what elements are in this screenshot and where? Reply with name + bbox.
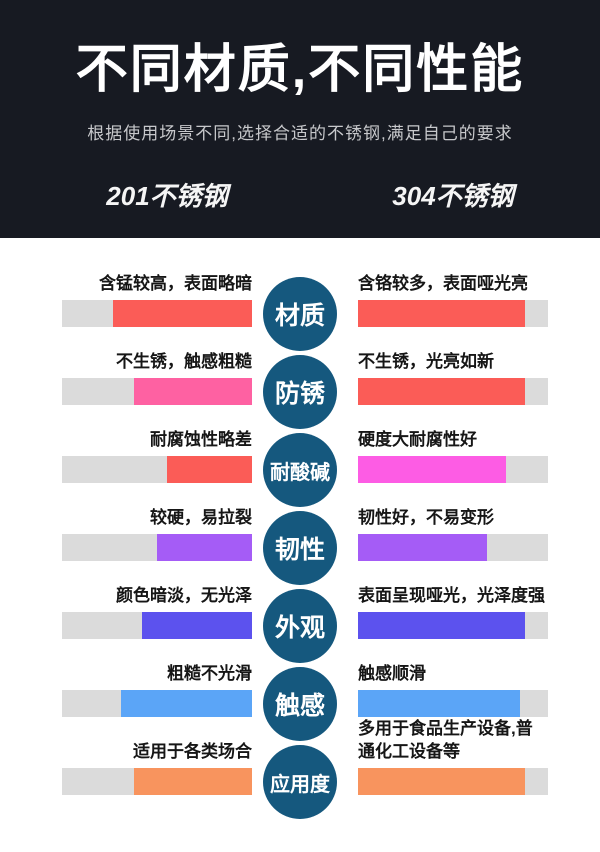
left-bar-label: 颜色暗淡，无光泽 xyxy=(116,586,252,606)
category-label: 材质 xyxy=(274,302,325,330)
left-bar-fill xyxy=(134,378,252,405)
right-bar-label: 触感顺滑 xyxy=(358,664,426,684)
right-bar-fill xyxy=(358,456,507,483)
left-cell: 含锰较高，表面略暗 xyxy=(62,273,252,327)
comparison-row-touch: 粗糙不光滑 触感 触感顺滑 xyxy=(0,639,600,741)
left-cell: 颜色暗淡，无光泽 xyxy=(62,585,252,639)
comparison-row-appearance: 颜色暗淡，无光泽 外观 表面呈现哑光，光泽度强 xyxy=(0,561,600,663)
right-cell: 不生锈，光亮如新 xyxy=(358,351,548,405)
left-cell: 耐腐蚀性略差 xyxy=(62,429,252,483)
right-cell: 触感顺滑 xyxy=(358,663,548,717)
left-bar-fill xyxy=(120,690,252,717)
right-bar-fill xyxy=(358,534,488,561)
right-bar-label: 韧性好，不易变形 xyxy=(358,508,494,528)
right-cell: 表面呈现哑光，光泽度强 xyxy=(358,585,548,639)
left-bar-track xyxy=(62,534,252,561)
category-label: 应用度 xyxy=(270,773,330,796)
left-bar-label: 耐腐蚀性略差 xyxy=(150,430,252,450)
left-bar-label: 含锰较高，表面略暗 xyxy=(99,274,252,294)
category-badge-rustproof: 防锈 xyxy=(263,355,337,429)
left-bar-track xyxy=(62,612,252,639)
right-cell: 韧性好，不易变形 xyxy=(358,507,548,561)
right-bar-label: 含铬较多，表面哑光亮 xyxy=(358,274,528,294)
right-bar-track xyxy=(358,534,548,561)
comparison-rows: 含锰较高，表面略暗 材质 含铬较多，表面哑光亮 不生锈，触感粗糙 xyxy=(0,238,600,819)
right-cell: 含铬较多，表面哑光亮 xyxy=(358,273,548,327)
right-bar-track xyxy=(358,300,548,327)
page-title: 不同材质,不同性能 xyxy=(75,41,525,99)
category-label: 外观 xyxy=(274,614,325,642)
right-bar-label: 不生锈，光亮如新 xyxy=(358,352,494,372)
left-bar-track xyxy=(62,768,252,795)
right-bar-track xyxy=(358,768,548,795)
page-subtitle: 根据使用场景不同,选择合适的不锈钢,满足自己的要求 xyxy=(87,124,513,144)
right-bar-track xyxy=(358,612,548,639)
category-badge-appearance: 外观 xyxy=(263,589,337,663)
left-cell: 粗糙不光滑 xyxy=(62,663,252,717)
comparison-row-rustproof: 不生锈，触感粗糙 防锈 不生锈，光亮如新 xyxy=(0,327,600,429)
right-bar-fill xyxy=(358,378,526,405)
column-header-201: 201不锈钢 xyxy=(106,181,228,212)
right-bar-fill xyxy=(358,300,526,327)
left-bar-fill xyxy=(134,768,252,795)
category-label: 韧性 xyxy=(274,536,325,564)
right-bar-label: 表面呈现哑光，光泽度强 xyxy=(358,586,545,606)
left-cell: 较硬，易拉裂 xyxy=(62,507,252,561)
right-bar-track xyxy=(358,690,548,717)
header-banner: 不同材质,不同性能 根据使用场景不同,选择合适的不锈钢,满足自己的要求 201不… xyxy=(0,0,600,238)
right-bar-track xyxy=(358,456,548,483)
left-bar-label: 较硬，易拉裂 xyxy=(150,508,252,528)
column-header-304: 304不锈钢 xyxy=(392,181,514,212)
category-badge-material: 材质 xyxy=(263,277,337,351)
comparison-row-material: 含锰较高，表面略暗 材质 含铬较多，表面哑光亮 xyxy=(0,249,600,351)
left-bar-track xyxy=(62,300,252,327)
left-bar-label: 不生锈，触感粗糙 xyxy=(116,352,252,372)
left-bar-label: 粗糙不光滑 xyxy=(167,664,252,684)
right-bar-fill xyxy=(358,768,526,795)
left-bar-label: 适用于各类场合 xyxy=(133,742,252,762)
left-cell: 不生锈，触感粗糙 xyxy=(62,351,252,405)
category-label: 触感 xyxy=(274,692,325,720)
right-bar-label: 多用于食品生产设备,普通化工设备等 xyxy=(358,719,533,762)
right-bar-fill xyxy=(358,612,526,639)
category-badge-toughness: 韧性 xyxy=(263,511,337,585)
left-bar-fill xyxy=(141,612,252,639)
category-badge-acid-alkali: 耐酸碱 xyxy=(263,433,337,507)
right-cell: 硬度大耐腐性好 xyxy=(358,429,548,483)
left-bar-track xyxy=(62,378,252,405)
comparison-row-application: 适用于各类场合 应用度 多用于食品生产设备,普通化工设备等 xyxy=(0,717,600,819)
comparison-row-toughness: 较硬，易拉裂 韧性 韧性好，不易变形 xyxy=(0,483,600,585)
right-bar-fill xyxy=(358,690,520,717)
category-badge-touch: 触感 xyxy=(263,667,337,741)
category-badge-application: 应用度 xyxy=(263,745,337,819)
left-bar-fill xyxy=(157,534,252,561)
right-bar-track xyxy=(358,378,548,405)
left-bar-track xyxy=(62,456,252,483)
left-bar-fill xyxy=(113,300,252,327)
column-headers: 201不锈钢 304不锈钢 xyxy=(0,176,600,213)
category-label: 防锈 xyxy=(274,380,325,408)
category-label: 耐酸碱 xyxy=(270,461,330,484)
right-bar-label: 硬度大耐腐性好 xyxy=(358,430,477,450)
comparison-row-acid-alkali: 耐腐蚀性略差 耐酸碱 硬度大耐腐性好 xyxy=(0,405,600,507)
left-bar-track xyxy=(62,690,252,717)
left-bar-fill xyxy=(166,456,252,483)
right-cell: 多用于食品生产设备,普通化工设备等 xyxy=(358,718,548,795)
left-cell: 适用于各类场合 xyxy=(62,741,252,795)
